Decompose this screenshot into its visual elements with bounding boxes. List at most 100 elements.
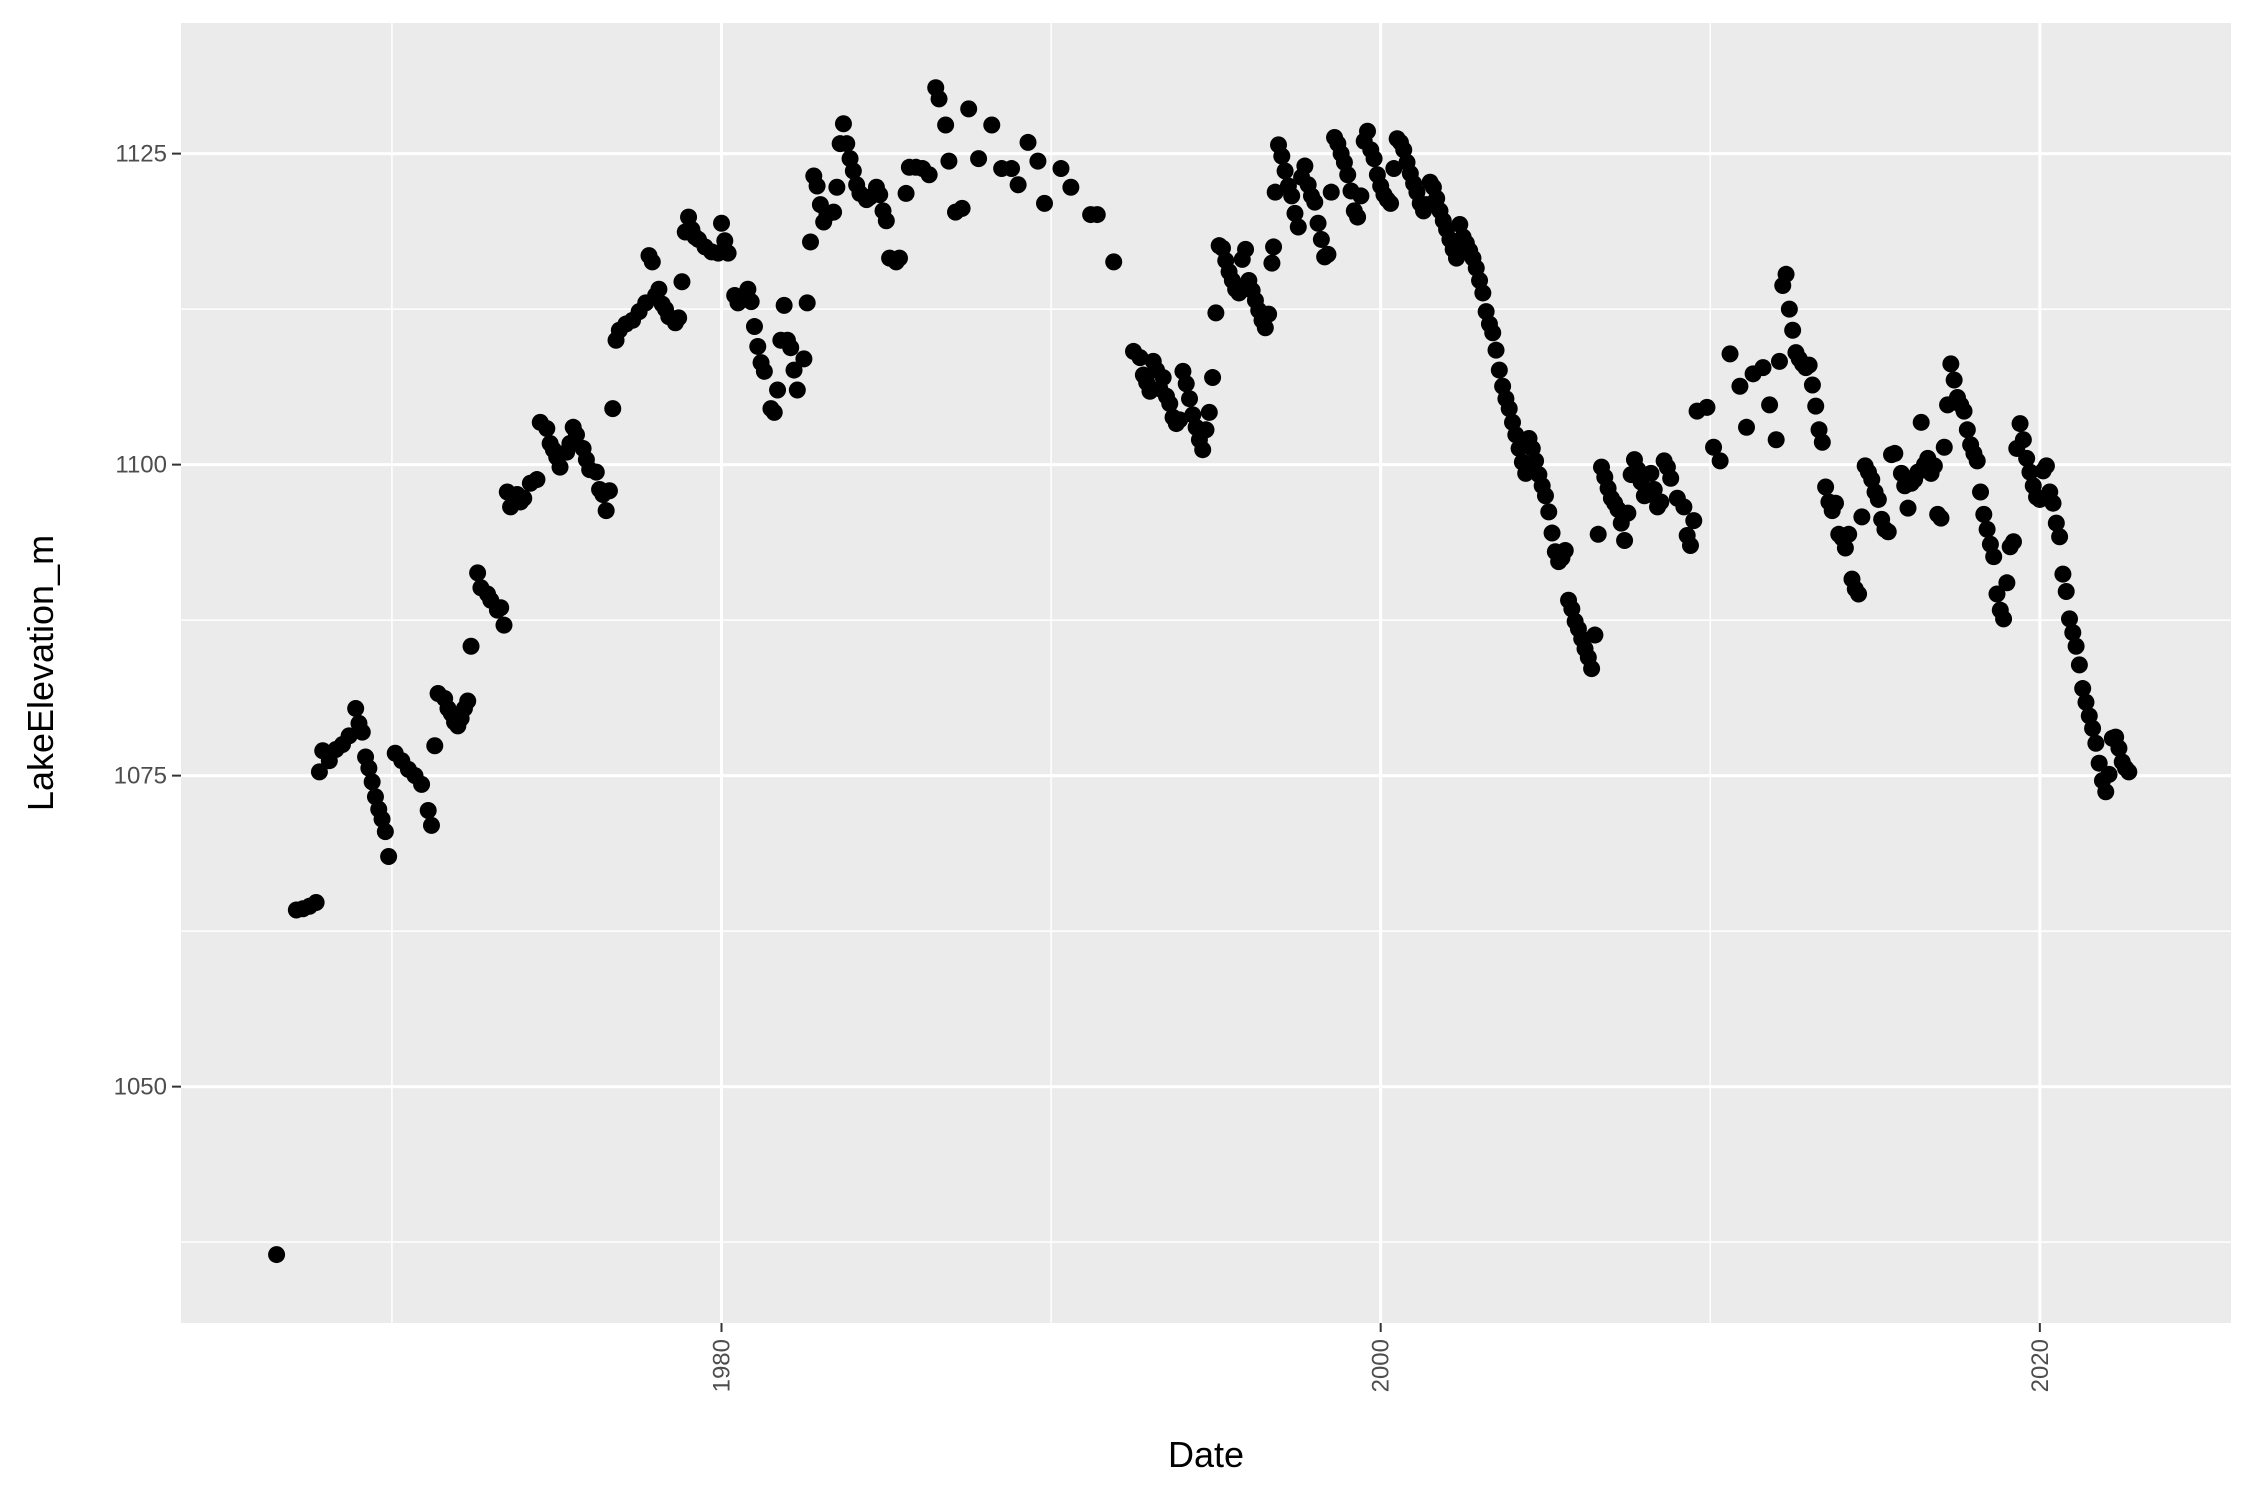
- data-point: [1322, 183, 1340, 201]
- data-point: [970, 150, 988, 168]
- data-point: [1642, 464, 1660, 482]
- data-point: [1447, 249, 1465, 267]
- data-point: [1925, 457, 1943, 475]
- plot-panel: [181, 23, 2231, 1323]
- data-point: [1968, 452, 1986, 470]
- data-point: [310, 763, 328, 781]
- data-point: [890, 249, 908, 267]
- data-point: [1685, 512, 1703, 530]
- data-point: [2057, 583, 2075, 601]
- data-point: [426, 737, 444, 755]
- data-point: [2067, 637, 2085, 655]
- data-point: [1306, 193, 1324, 211]
- data-point: [604, 400, 622, 418]
- data-point: [1761, 396, 1779, 414]
- y-tick-label: 1100: [115, 452, 167, 479]
- data-point: [1382, 194, 1400, 212]
- data-point: [940, 152, 958, 170]
- data-point: [2044, 494, 2062, 512]
- data-point: [1256, 319, 1274, 337]
- data-point: [1283, 187, 1301, 205]
- data-point: [353, 723, 371, 741]
- data-point: [785, 361, 803, 379]
- data-point: [1978, 520, 1996, 538]
- data-point: [1365, 150, 1383, 168]
- data-point: [340, 727, 358, 745]
- data-point: [2090, 754, 2108, 772]
- data-point: [419, 801, 437, 819]
- data-point: [2077, 693, 2095, 711]
- data-point: [2014, 431, 2032, 449]
- data-point: [1899, 499, 1917, 517]
- data-point: [1312, 230, 1330, 248]
- data-point: [1995, 610, 2013, 628]
- data-point: [380, 847, 398, 865]
- data-point: [1711, 452, 1729, 470]
- data-point: [2087, 734, 2105, 752]
- data-point: [2100, 765, 2118, 783]
- data-point: [2004, 533, 2022, 551]
- minor-gridlines: [181, 23, 2231, 1323]
- data-point: [360, 759, 378, 777]
- data-point: [1754, 359, 1772, 377]
- data-point: [1289, 218, 1307, 236]
- data-point: [1827, 494, 1845, 512]
- data-point: [1988, 585, 2006, 603]
- data-point: [2061, 610, 2079, 628]
- data-point: [765, 403, 783, 421]
- data-point: [825, 203, 843, 221]
- data-point: [897, 184, 915, 202]
- data-point: [983, 116, 1001, 134]
- data-point: [742, 293, 760, 311]
- data-point: [1813, 433, 1831, 451]
- data-point: [871, 186, 889, 204]
- data-point: [1507, 426, 1525, 444]
- data-point: [1207, 304, 1225, 322]
- data-point: [2054, 565, 2072, 583]
- data-point: [1817, 478, 1835, 496]
- data-point: [1474, 284, 1492, 302]
- data-point: [719, 244, 737, 262]
- data-point: [2037, 457, 2055, 475]
- data-point: [469, 564, 487, 582]
- data-point: [877, 212, 895, 230]
- data-point: [1935, 438, 1953, 456]
- data-point: [1171, 411, 1189, 429]
- data-point: [587, 463, 605, 481]
- data-point: [1230, 284, 1248, 302]
- data-point: [1770, 352, 1788, 370]
- data-point: [1840, 525, 1858, 543]
- y-tick-label: 1050: [114, 1074, 167, 1101]
- data-point: [798, 294, 816, 312]
- data-point: [268, 1246, 286, 1264]
- data-point: [1490, 361, 1508, 379]
- data-point: [1698, 398, 1716, 416]
- data-point: [600, 482, 618, 500]
- data-point: [1003, 160, 1021, 178]
- data-point: [1385, 160, 1403, 178]
- data-point: [413, 775, 431, 793]
- data-point: [1675, 498, 1693, 516]
- data-point: [2120, 763, 2138, 781]
- data-point: [749, 337, 767, 355]
- axis-tick-labels: 1980 2000 2020 1050 1075 1100 1125: [114, 141, 2054, 1393]
- data-point: [1009, 176, 1027, 194]
- data-point: [1177, 375, 1195, 393]
- data-point: [538, 420, 556, 438]
- data-point: [1731, 377, 1749, 395]
- data-point: [1543, 524, 1561, 542]
- data-point: [2064, 624, 2082, 642]
- data-point: [953, 199, 971, 217]
- data-point: [2018, 449, 2036, 467]
- data-point: [769, 381, 787, 399]
- data-point: [1853, 508, 1871, 526]
- data-point: [1517, 464, 1535, 482]
- data-point: [363, 773, 381, 791]
- data-point: [1296, 157, 1314, 175]
- data-point: [673, 273, 691, 291]
- data-point: [1803, 376, 1821, 394]
- data-point: [2110, 739, 2128, 757]
- data-point: [1349, 208, 1367, 226]
- data-point: [1105, 253, 1123, 271]
